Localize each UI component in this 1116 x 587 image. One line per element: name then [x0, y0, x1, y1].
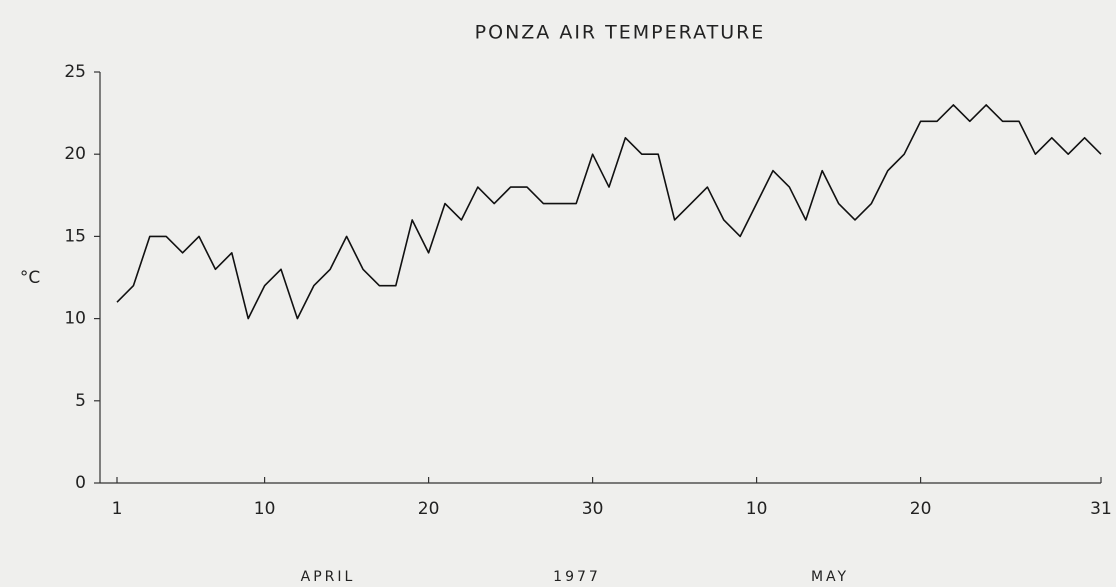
line-series: [116, 104, 1102, 320]
annotation: APRIL: [301, 569, 356, 585]
x-tick-label: 10: [254, 499, 276, 519]
y-tick-label: 15: [64, 226, 86, 246]
x-tick-label: 1: [112, 499, 123, 519]
y-tick-label: 5: [75, 391, 86, 411]
annotation: 1977: [553, 569, 601, 585]
y-tick-label: 10: [64, 309, 86, 329]
x-tick-label: 30: [582, 499, 604, 519]
y-tick-label: 0: [75, 473, 86, 493]
x-tick-label: 10: [746, 499, 768, 519]
annotation: MAY: [811, 569, 849, 585]
y-tick-label: 25: [64, 62, 86, 82]
y-axis-label: °C: [20, 268, 40, 288]
chart-title: PONZA AIR TEMPERATURE: [475, 22, 766, 44]
x-tick-label: 20: [910, 499, 932, 519]
x-tick-label: 31: [1090, 499, 1112, 519]
y-tick-label: 20: [64, 144, 86, 164]
x-tick-label: 20: [418, 499, 440, 519]
